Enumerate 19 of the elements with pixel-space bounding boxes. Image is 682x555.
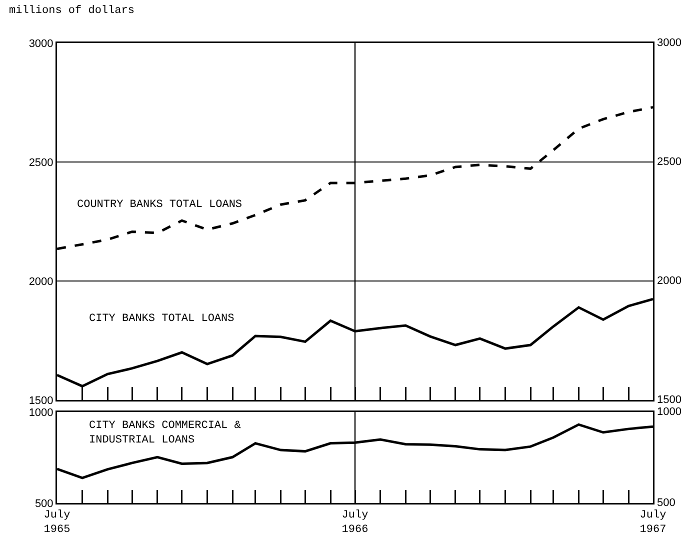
series-label: COUNTRY BANKS TOTAL LOANS: [77, 199, 242, 211]
y2-tick-label: 2500: [657, 156, 682, 168]
y-tick-label: 1500: [28, 394, 54, 407]
text: CITY BANKS TOTAL LOANS: [89, 313, 235, 325]
y2-tick-label: 1000: [657, 406, 682, 418]
x-tick-label: July 1965: [44, 510, 71, 536]
y-tick-label: 2500: [28, 156, 54, 169]
y-tick-label: 3000: [28, 38, 54, 50]
y2-tick-label: 3000: [657, 37, 682, 49]
y-tick-label: 1000: [28, 406, 54, 419]
series-label: CITY BANKS COMMERCIAL & INDUSTRIAL LOANS: [89, 420, 242, 446]
y-tick-label: 500: [34, 498, 54, 510]
x-tick-label: July 1967: [640, 510, 667, 536]
y2-tick-label: 2000: [657, 275, 682, 287]
y2-tick-label: 1500: [657, 394, 682, 406]
y-tick-label: 2000: [28, 276, 54, 288]
y2-tick-label: 500: [657, 497, 676, 509]
text: millions of dollars: [9, 5, 134, 17]
x-tick-label: July 1966: [342, 510, 369, 536]
